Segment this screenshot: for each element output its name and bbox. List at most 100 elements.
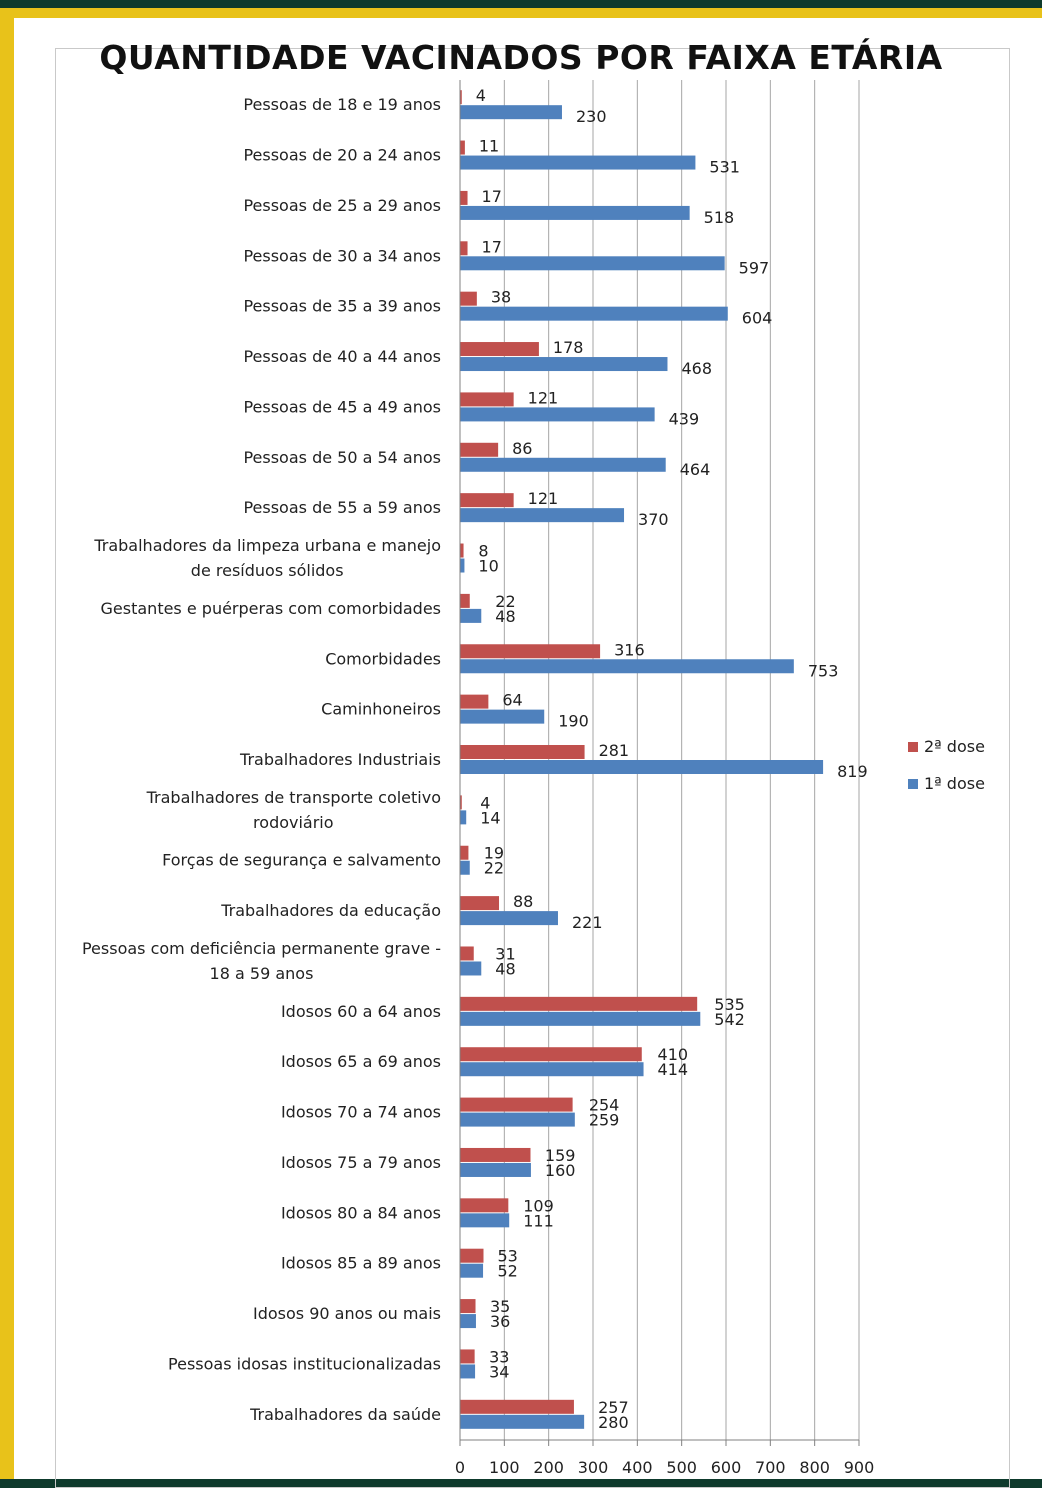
- x-tick-label: 100: [489, 1458, 520, 1477]
- bar-1a-dose: [460, 1112, 575, 1127]
- data-label-2a-dose: 410: [658, 1045, 689, 1064]
- bar-2a-dose: [460, 291, 477, 306]
- data-label-2a-dose: 159: [545, 1146, 576, 1165]
- bar-1a-dose: [460, 205, 690, 220]
- x-tick-label: 800: [799, 1458, 830, 1477]
- data-label-1a-dose: 518: [704, 208, 735, 227]
- category-label: Forças de segurança e salvamento: [162, 851, 441, 870]
- data-label-1a-dose: 160: [545, 1161, 576, 1180]
- category-label: Caminhoneiros: [321, 700, 441, 719]
- x-tick-label: 200: [533, 1458, 564, 1477]
- category-label: Pessoas de 25 a 29 anos: [243, 196, 441, 215]
- data-label-1a-dose: 48: [495, 607, 515, 626]
- bar-2a-dose: [460, 342, 539, 357]
- bar-1a-dose: [460, 558, 465, 573]
- data-label-1a-dose: 34: [489, 1362, 509, 1381]
- bar-2a-dose: [460, 493, 514, 508]
- legend-swatch: [908, 742, 918, 752]
- x-tick-label: 400: [622, 1458, 653, 1477]
- bar-2a-dose: [460, 190, 468, 205]
- bar-1a-dose: [460, 256, 725, 271]
- chart-title: QUANTIDADE VACINADOS POR FAIXA ETÁRIA: [99, 38, 943, 77]
- bar-2a-dose: [460, 845, 469, 860]
- bar-2a-dose: [460, 1248, 484, 1263]
- bar-2a-dose: [460, 1047, 642, 1062]
- bar-1a-dose: [460, 1011, 701, 1026]
- data-label-1a-dose: 280: [598, 1413, 629, 1432]
- data-label-2a-dose: 38: [491, 288, 511, 307]
- category-label: Trabalhadores de transporte coletivo: [146, 788, 441, 807]
- bar-1a-dose: [460, 860, 470, 875]
- x-tick-label: 0: [455, 1458, 465, 1477]
- data-label-2a-dose: 17: [482, 237, 502, 256]
- data-label-2a-dose: 254: [589, 1096, 620, 1115]
- data-label-2a-dose: 19: [484, 844, 504, 863]
- bar-2a-dose: [460, 90, 462, 105]
- bar-1a-dose: [460, 357, 668, 372]
- bar-1a-dose: [460, 1364, 476, 1379]
- data-label-2a-dose: 257: [598, 1398, 629, 1417]
- bar-2a-dose: [460, 241, 468, 256]
- category-label: Idosos 90 anos ou mais: [253, 1304, 441, 1323]
- data-label-1a-dose: 52: [497, 1262, 517, 1281]
- bar-1a-dose: [460, 659, 794, 674]
- bar-2a-dose: [460, 795, 462, 810]
- bar-1a-dose: [460, 911, 558, 926]
- data-label-2a-dose: 121: [528, 388, 559, 407]
- bar-1a-dose: [460, 1263, 484, 1278]
- bar-2a-dose: [460, 392, 514, 407]
- category-label: Comorbidades: [325, 649, 441, 668]
- bar-2a-dose: [460, 1349, 475, 1364]
- bar-2a-dose: [460, 946, 474, 961]
- bar-1a-dose: [460, 760, 824, 774]
- data-label-1a-dose: 753: [808, 661, 839, 680]
- bar-2a-dose: [460, 996, 698, 1011]
- data-label-2a-dose: 8: [478, 542, 488, 561]
- bar-1a-dose: [460, 1062, 644, 1077]
- category-label: Pessoas de 40 a 44 anos: [243, 347, 441, 366]
- category-label: Idosos 75 a 79 anos: [281, 1153, 441, 1172]
- data-label-2a-dose: 535: [714, 995, 745, 1014]
- data-label-1a-dose: 14: [480, 808, 500, 827]
- data-label-1a-dose: 190: [558, 712, 589, 731]
- category-label: Idosos 65 a 69 anos: [281, 1052, 441, 1071]
- bar-1a-dose: [460, 810, 467, 825]
- data-label-1a-dose: 221: [572, 913, 603, 932]
- category-label: 18 a 59 anos: [210, 964, 314, 983]
- bar-1a-dose: [460, 306, 728, 321]
- data-label-2a-dose: 4: [480, 793, 490, 812]
- category-label: de resíduos sólidos: [191, 561, 344, 580]
- data-label-2a-dose: 64: [502, 691, 522, 710]
- category-label: Pessoas idosas institucionalizadas: [168, 1354, 441, 1373]
- data-label-1a-dose: 22: [484, 859, 504, 878]
- bar-2a-dose: [460, 644, 601, 659]
- bar-1a-dose: [460, 1414, 585, 1429]
- category-label: Idosos 85 a 89 anos: [281, 1254, 441, 1273]
- bar-1a-dose: [460, 105, 562, 120]
- data-label-1a-dose: 48: [495, 959, 515, 978]
- x-tick-label: 500: [666, 1458, 697, 1477]
- bar-2a-dose: [460, 745, 585, 759]
- category-label: Trabalhadores da limpeza urbana e manejo: [93, 536, 441, 555]
- x-tick-label: 300: [578, 1458, 609, 1477]
- bar-2a-dose: [460, 543, 464, 558]
- data-label-1a-dose: 414: [658, 1060, 689, 1079]
- data-label-2a-dose: 35: [490, 1297, 510, 1316]
- bar-1a-dose: [460, 1162, 531, 1177]
- data-label-1a-dose: 230: [576, 107, 607, 126]
- data-label-1a-dose: 531: [709, 158, 740, 177]
- bar-1a-dose: [460, 407, 655, 422]
- category-label: Idosos 70 a 74 anos: [281, 1103, 441, 1122]
- category-label: Pessoas de 20 a 24 anos: [243, 146, 441, 165]
- bar-1a-dose: [460, 608, 482, 623]
- category-label: Pessoas de 35 a 39 anos: [243, 297, 441, 316]
- data-label-1a-dose: 36: [490, 1312, 510, 1331]
- bar-2a-dose: [460, 694, 489, 709]
- legend-label: 1ª dose: [924, 774, 985, 793]
- bar-2a-dose: [460, 896, 500, 911]
- category-label: Idosos 60 a 64 anos: [281, 1002, 441, 1021]
- legend-label: 2ª dose: [924, 737, 985, 756]
- x-tick-label: 900: [844, 1458, 875, 1477]
- category-label: Pessoas de 18 e 19 anos: [243, 95, 441, 114]
